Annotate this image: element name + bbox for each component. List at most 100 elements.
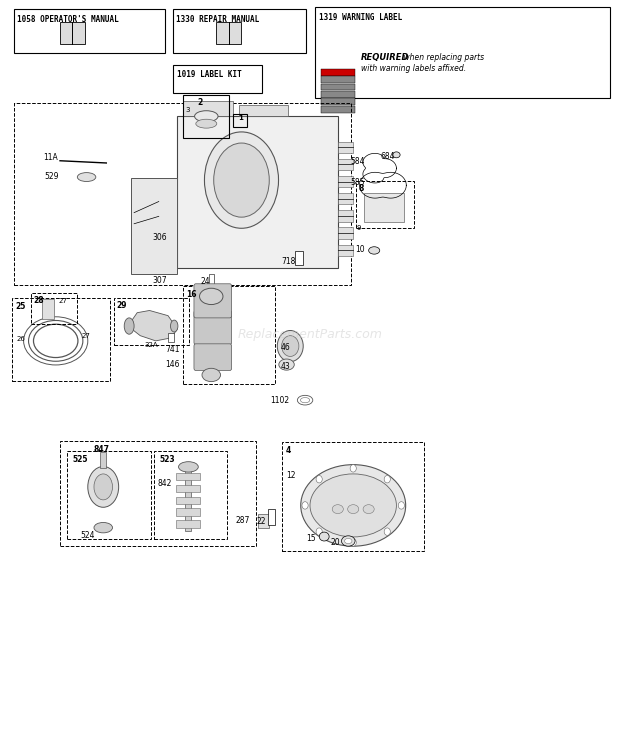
Text: 24: 24 bbox=[200, 277, 210, 286]
Circle shape bbox=[316, 475, 322, 483]
Bar bbox=[321, 106, 355, 112]
Bar bbox=[184, 286, 275, 384]
Bar bbox=[268, 509, 275, 525]
Text: 307: 307 bbox=[152, 276, 167, 286]
Text: 4: 4 bbox=[285, 446, 291, 455]
Ellipse shape bbox=[310, 474, 396, 537]
Text: 16: 16 bbox=[186, 289, 197, 299]
Ellipse shape bbox=[281, 336, 299, 356]
Bar bbox=[338, 193, 353, 205]
Circle shape bbox=[398, 501, 404, 509]
Bar bbox=[209, 274, 214, 284]
Ellipse shape bbox=[392, 152, 400, 158]
Bar bbox=[60, 22, 85, 45]
Bar bbox=[338, 211, 353, 222]
Text: 11A: 11A bbox=[43, 153, 58, 161]
Text: 1058 OPERATOR'S MANUAL: 1058 OPERATOR'S MANUAL bbox=[17, 15, 118, 24]
FancyBboxPatch shape bbox=[194, 310, 232, 344]
Text: 10: 10 bbox=[355, 246, 365, 254]
Bar bbox=[338, 142, 353, 153]
Bar bbox=[216, 22, 241, 45]
Text: 3: 3 bbox=[185, 107, 190, 113]
Polygon shape bbox=[128, 310, 177, 341]
Text: 842: 842 bbox=[157, 478, 172, 487]
Bar bbox=[282, 442, 424, 551]
Ellipse shape bbox=[279, 359, 294, 371]
Text: 20: 20 bbox=[331, 538, 340, 547]
Text: 847: 847 bbox=[94, 445, 109, 454]
Bar bbox=[338, 176, 353, 187]
Text: REQUIRED: REQUIRED bbox=[361, 54, 409, 62]
Ellipse shape bbox=[200, 288, 223, 304]
Circle shape bbox=[350, 539, 356, 546]
Ellipse shape bbox=[179, 462, 198, 472]
Bar bbox=[338, 159, 353, 170]
Text: 684: 684 bbox=[381, 152, 395, 161]
Bar bbox=[173, 9, 306, 54]
Text: 718: 718 bbox=[281, 257, 295, 266]
Text: 46: 46 bbox=[281, 343, 291, 352]
Text: 9: 9 bbox=[356, 225, 361, 231]
Text: 525: 525 bbox=[73, 455, 88, 464]
Ellipse shape bbox=[369, 247, 379, 254]
Text: 585: 585 bbox=[350, 178, 365, 187]
Bar bbox=[176, 520, 200, 527]
Bar bbox=[185, 465, 192, 531]
Bar bbox=[234, 114, 247, 127]
Bar bbox=[315, 7, 610, 97]
Text: 1: 1 bbox=[238, 115, 242, 121]
Ellipse shape bbox=[342, 536, 355, 546]
Bar bbox=[321, 91, 355, 97]
Ellipse shape bbox=[78, 173, 96, 182]
Bar bbox=[68, 452, 151, 539]
Bar bbox=[131, 178, 177, 274]
Bar bbox=[183, 94, 229, 138]
Text: 12: 12 bbox=[286, 471, 296, 481]
Text: 43: 43 bbox=[281, 362, 291, 371]
Text: 524: 524 bbox=[81, 531, 95, 540]
Text: 29: 29 bbox=[117, 301, 127, 310]
Ellipse shape bbox=[196, 119, 217, 128]
Bar bbox=[184, 101, 233, 116]
Ellipse shape bbox=[94, 522, 112, 533]
Bar bbox=[321, 83, 355, 90]
Circle shape bbox=[302, 501, 308, 509]
FancyBboxPatch shape bbox=[194, 344, 232, 371]
Bar bbox=[176, 508, 200, 516]
Text: 28: 28 bbox=[33, 296, 44, 305]
Text: 27: 27 bbox=[58, 298, 67, 304]
Text: 741: 741 bbox=[165, 345, 179, 354]
Bar bbox=[176, 484, 200, 492]
Ellipse shape bbox=[195, 111, 218, 122]
Text: 1330 REPAIR MANUAL: 1330 REPAIR MANUAL bbox=[176, 15, 259, 24]
Bar bbox=[205, 294, 218, 376]
Circle shape bbox=[316, 528, 322, 536]
Ellipse shape bbox=[202, 368, 221, 382]
Text: 8: 8 bbox=[358, 185, 363, 193]
Text: 25: 25 bbox=[15, 301, 25, 310]
Bar bbox=[173, 65, 262, 93]
Bar bbox=[338, 228, 353, 239]
Bar bbox=[176, 472, 200, 480]
Ellipse shape bbox=[301, 465, 405, 546]
Bar bbox=[168, 333, 174, 341]
Text: 2: 2 bbox=[198, 98, 203, 107]
Bar bbox=[258, 513, 269, 528]
Ellipse shape bbox=[363, 504, 374, 513]
Ellipse shape bbox=[170, 320, 178, 332]
Ellipse shape bbox=[332, 504, 343, 513]
Text: 523: 523 bbox=[159, 455, 175, 464]
Text: with warning labels affixed.: with warning labels affixed. bbox=[361, 64, 466, 73]
Bar bbox=[31, 292, 78, 324]
Bar bbox=[338, 245, 353, 256]
Ellipse shape bbox=[124, 318, 134, 334]
Bar bbox=[176, 496, 200, 504]
Bar bbox=[365, 193, 404, 222]
Text: 287: 287 bbox=[236, 516, 250, 525]
Text: ReplacementParts.com: ReplacementParts.com bbox=[237, 328, 383, 341]
Text: 1319 WARNING LABEL: 1319 WARNING LABEL bbox=[319, 13, 402, 22]
Ellipse shape bbox=[348, 504, 359, 513]
Text: 26: 26 bbox=[17, 336, 25, 341]
Text: 529: 529 bbox=[44, 172, 59, 181]
Ellipse shape bbox=[345, 539, 352, 544]
